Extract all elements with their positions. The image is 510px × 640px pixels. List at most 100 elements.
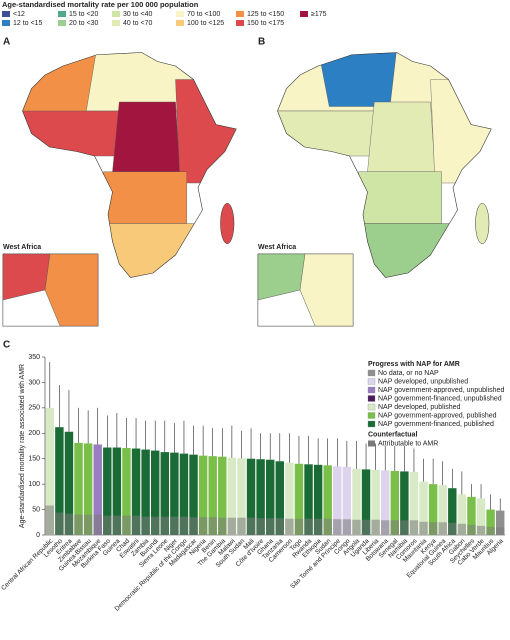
legend-swatch: [300, 11, 308, 17]
attributable-bar: [227, 517, 237, 535]
legend-label: 12 to <15: [13, 20, 42, 27]
attributable-bar: [256, 518, 265, 535]
legend-label: 20 to <30: [69, 20, 98, 27]
legend-swatch: [367, 403, 376, 411]
bar: [457, 494, 467, 535]
attributable-bar: [218, 517, 227, 535]
x-tick-label: Central African Republic: [0, 537, 55, 592]
attributable-bar: [74, 514, 83, 535]
inset-region: [299, 253, 354, 327]
bar: [371, 469, 380, 535]
bar: [218, 456, 227, 535]
legend-swatch: [236, 20, 244, 26]
attributable-bar: [265, 518, 275, 535]
bar: [467, 496, 476, 535]
bar: [208, 456, 217, 535]
bar: [275, 461, 285, 535]
legend-swatch: [58, 20, 66, 26]
attributable-bar: [457, 523, 467, 535]
attributable-bar: [323, 518, 332, 535]
attributable-bar: [83, 514, 93, 535]
bar: [486, 509, 495, 535]
bar: [285, 462, 294, 535]
country-region: [22, 52, 97, 116]
attributable-bar: [131, 515, 141, 535]
bar: [45, 407, 55, 535]
legend-label: NAP government-financed, unpublished: [378, 395, 502, 402]
y-tick-label: 300: [28, 379, 40, 386]
attributable-bar: [342, 519, 352, 535]
bar: [390, 470, 400, 535]
bar: [428, 484, 438, 535]
attributable-bar: [438, 522, 447, 535]
bar: [342, 466, 352, 535]
legend-label: 30 to <40: [123, 11, 152, 18]
map-b: B West Africa: [257, 37, 492, 327]
legend-label: No data, or no NAP: [378, 370, 439, 377]
bar: [323, 465, 332, 535]
map-legend-title: Age-standardised mortality rate per 100 …: [2, 0, 199, 9]
legend-swatch: [367, 386, 376, 394]
panel-label: B: [258, 37, 265, 48]
attributable-bar: [189, 517, 198, 535]
attributable-bar: [400, 520, 409, 535]
attributable-bar: [45, 505, 55, 535]
legend-swatch: [236, 11, 244, 17]
legend-label: 40 to <70: [123, 20, 152, 27]
attributable-bar: [208, 517, 217, 535]
legend-title: Counterfactual: [368, 431, 417, 438]
legend-swatch: [368, 440, 375, 447]
attributable-bar: [64, 513, 74, 535]
bar: [131, 448, 141, 535]
legend-label: 70 to <100: [187, 11, 220, 18]
bar: [227, 457, 237, 535]
y-tick-label: 250: [28, 405, 40, 412]
bar: [112, 447, 122, 535]
legend-swatch: [367, 412, 376, 419]
bar: [74, 442, 83, 535]
bar: [294, 463, 304, 535]
legend-swatch: [367, 395, 376, 402]
legend-label: NAP government-approved, published: [378, 412, 497, 419]
attributable-bar: [179, 516, 189, 535]
legend-label: 150 to <175: [247, 20, 284, 27]
legend-swatch: [2, 20, 10, 26]
attributable-bar: [275, 518, 285, 535]
inset-label: West Africa: [258, 244, 296, 251]
inset-region: [44, 253, 99, 327]
legend-label: Attributable to AMR: [378, 440, 438, 447]
africa-outline: [22, 52, 237, 278]
bar: [438, 485, 447, 535]
legend-swatch: [112, 20, 120, 26]
legend-label: NAP government-approved, unpublished: [378, 387, 504, 394]
madagascar: [475, 203, 490, 244]
attributable-bar: [122, 515, 131, 535]
country-region: [358, 171, 442, 224]
attributable-bar: [160, 516, 170, 535]
bar: [313, 464, 323, 535]
attributable-bar: [93, 514, 102, 535]
country-region: [22, 110, 120, 157]
attributable-bar: [371, 519, 380, 535]
y-tick-label: 150: [28, 456, 40, 463]
bar: [179, 453, 189, 535]
bar: [55, 427, 64, 535]
legend-label: NAP developed, unpublished: [378, 378, 468, 385]
inset-label: West Africa: [3, 244, 41, 251]
legend-swatch: [367, 420, 376, 428]
bar: [141, 449, 150, 535]
attributable-bar: [428, 522, 438, 535]
bar: [476, 498, 486, 535]
bar: [83, 443, 93, 535]
inset-sea: [257, 289, 316, 327]
attributable-bar: [409, 520, 419, 535]
bar: [333, 466, 342, 535]
country-region: [103, 223, 221, 278]
bar: [198, 455, 208, 535]
attributable-bar: [294, 518, 304, 535]
bar: [170, 452, 179, 535]
bar: [246, 458, 256, 535]
y-axis-label: Age-standardised mortality rate associat…: [19, 364, 26, 528]
country-region: [367, 101, 436, 172]
